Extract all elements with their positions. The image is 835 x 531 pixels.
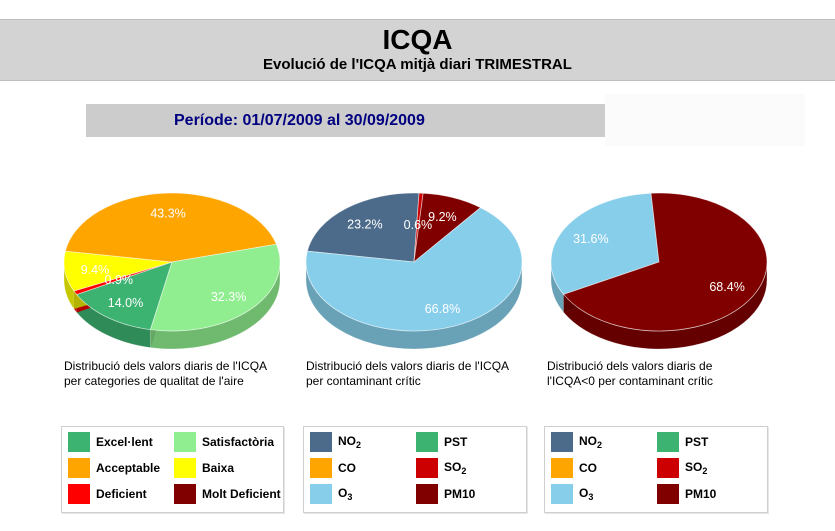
pie-slice-label: 23.2% bbox=[347, 217, 382, 231]
legend-label: Excel·lent bbox=[96, 435, 153, 449]
legend-swatch bbox=[416, 432, 438, 452]
legend-label: CO bbox=[338, 461, 356, 475]
legend-swatch bbox=[68, 458, 90, 478]
legend-pollutants-1: NO2 PST CO SO2 O3 PM10 bbox=[303, 426, 527, 513]
legend-label: NO2 bbox=[338, 434, 362, 450]
legend-swatch bbox=[310, 458, 332, 478]
legend-label: CO bbox=[579, 461, 597, 475]
legend-pollutants-2: NO2 PST CO SO2 O3 PM10 bbox=[544, 426, 768, 513]
legend-item: NO2 bbox=[310, 431, 361, 453]
caption-line: Distribució dels valors diaris de l'ICQA bbox=[64, 359, 268, 373]
period-label: Període: 01/07/2009 al 30/09/2009 bbox=[174, 112, 425, 129]
legend-item: Excel·lent bbox=[68, 431, 153, 453]
pie-slice-label: 68.4% bbox=[709, 280, 744, 294]
legend-label: SO2 bbox=[685, 460, 708, 476]
legend-label: PST bbox=[444, 435, 468, 449]
legend-item: Satisfactòria bbox=[174, 431, 274, 453]
legend-item: Molt Deficient bbox=[174, 483, 281, 505]
legend-label: Acceptable bbox=[96, 461, 161, 475]
legend-swatch bbox=[174, 458, 196, 478]
legend-item: PST bbox=[657, 431, 708, 453]
legend-item: PST bbox=[416, 431, 467, 453]
period-side-panel bbox=[605, 94, 805, 146]
legend-swatch bbox=[310, 432, 332, 452]
pie-slice-label: 43.3% bbox=[150, 206, 185, 220]
legend-label: Molt Deficient bbox=[202, 487, 281, 501]
pie-slice-label: 66.8% bbox=[425, 302, 460, 316]
legend-swatch bbox=[416, 484, 438, 504]
pie-slice-top bbox=[149, 243, 281, 332]
legend-swatch bbox=[551, 432, 573, 452]
caption-line: per categories de qualitat de l'aire bbox=[64, 374, 244, 388]
legend-label: O3 bbox=[338, 486, 353, 502]
caption-line: Distribució dels valors diaris de l'ICQA bbox=[306, 359, 510, 373]
legend-item: SO2 bbox=[416, 457, 466, 479]
legend-item: Baixa bbox=[174, 457, 234, 479]
legend-swatch bbox=[551, 484, 573, 504]
legend-label: PST bbox=[685, 435, 709, 449]
header: ICQA Evolució de l'ICQA mitjà diari TRIM… bbox=[0, 19, 835, 81]
page-subtitle: Evolució de l'ICQA mitjà diari TRIMESTRA… bbox=[263, 56, 572, 73]
pie-slice-top bbox=[76, 261, 173, 331]
pie-slice-top bbox=[306, 192, 420, 263]
legend-item: Deficient bbox=[68, 483, 147, 505]
caption-line: Distribució dels valors diaris de bbox=[547, 359, 713, 373]
page-title: ICQA bbox=[382, 24, 453, 55]
legend-categories: Excel·lent Satisfactòria Acceptable Baix… bbox=[61, 426, 284, 513]
legend-label: Baixa bbox=[202, 461, 235, 475]
legend-label: O3 bbox=[579, 486, 594, 502]
pie-slice-top bbox=[305, 207, 523, 332]
legend-label: PM10 bbox=[444, 487, 476, 501]
legend-swatch bbox=[174, 484, 196, 504]
legend-item: SO2 bbox=[657, 457, 707, 479]
pie-slice-label: 14.0% bbox=[108, 296, 143, 310]
caption-line: l'ICQA<0 per contaminant crític bbox=[547, 374, 714, 388]
caption-line: per contaminant crític bbox=[306, 374, 421, 388]
legend-swatch bbox=[416, 458, 438, 478]
pie-slice-label: 9.4% bbox=[81, 263, 110, 277]
pie-slice-label: 9.2% bbox=[428, 210, 457, 224]
pie-slice-top bbox=[64, 192, 277, 263]
legend-item: O3 bbox=[551, 483, 593, 505]
legend-swatch bbox=[68, 484, 90, 504]
legend-swatch bbox=[551, 458, 573, 478]
caption-chart-1: Distribució dels valors diaris de l'ICQA… bbox=[64, 359, 304, 389]
legend-swatch bbox=[68, 432, 90, 452]
caption-chart-2: Distribució dels valors diaris de l'ICQA… bbox=[306, 359, 546, 389]
legend-label: NO2 bbox=[579, 434, 603, 450]
legend-item: O3 bbox=[310, 483, 352, 505]
pie-slice-top bbox=[562, 192, 768, 332]
pie-slice-label: 0.6% bbox=[404, 218, 433, 232]
caption-chart-3: Distribució dels valors diaris de l'ICQA… bbox=[547, 359, 787, 389]
pie-slice-top bbox=[550, 192, 660, 295]
pie-slice-label: 31.6% bbox=[573, 232, 608, 246]
legend-item: PM10 bbox=[416, 483, 475, 505]
legend-item: Acceptable bbox=[68, 457, 160, 479]
legend-item: CO bbox=[551, 457, 597, 479]
period-bar: Període: 01/07/2009 al 30/09/2009 bbox=[86, 104, 605, 137]
legend-swatch bbox=[657, 432, 679, 452]
legend-label: Deficient bbox=[96, 487, 147, 501]
legend-item: CO bbox=[310, 457, 356, 479]
legend-label: PM10 bbox=[685, 487, 717, 501]
legend-swatch bbox=[310, 484, 332, 504]
pie-slice-label: 0.9% bbox=[105, 273, 134, 287]
legend-label: Satisfactòria bbox=[202, 435, 275, 449]
legend-swatch bbox=[657, 458, 679, 478]
legend-item: PM10 bbox=[657, 483, 716, 505]
legend-item: NO2 bbox=[551, 431, 602, 453]
legend-swatch bbox=[657, 484, 679, 504]
pie-slice-label: 32.3% bbox=[211, 290, 246, 304]
legend-label: SO2 bbox=[444, 460, 467, 476]
legend-swatch bbox=[174, 432, 196, 452]
